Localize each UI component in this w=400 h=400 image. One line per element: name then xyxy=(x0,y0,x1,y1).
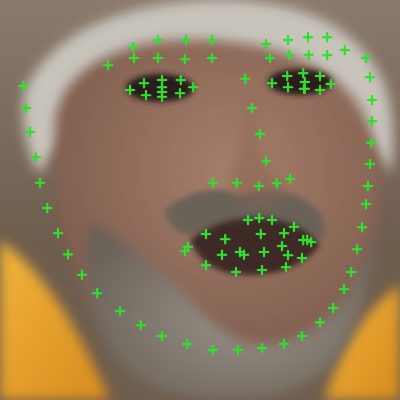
robe-left xyxy=(0,240,110,400)
left-eye xyxy=(126,74,194,102)
beard xyxy=(85,215,376,400)
nose xyxy=(230,95,286,205)
right-eye xyxy=(268,69,332,95)
mouth xyxy=(190,217,320,275)
robe-right xyxy=(325,285,400,400)
